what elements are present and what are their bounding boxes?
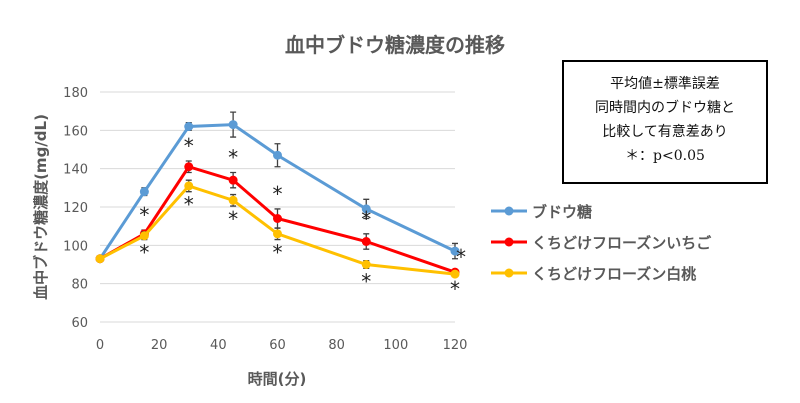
data-point bbox=[450, 269, 460, 279]
annotation-line: 比較して有意差あり bbox=[602, 124, 728, 140]
x-tick-label: 60 bbox=[269, 338, 286, 353]
data-point bbox=[184, 122, 194, 131]
data-point bbox=[139, 231, 149, 241]
data-point bbox=[228, 175, 238, 185]
legend-marker bbox=[504, 268, 514, 278]
significance-mark: * bbox=[456, 245, 466, 269]
significance-mark: * bbox=[139, 203, 149, 227]
x-tick-label: 120 bbox=[443, 338, 468, 353]
data-point bbox=[139, 187, 149, 197]
significance-mark: * bbox=[184, 193, 194, 217]
y-tick-label: 180 bbox=[63, 86, 88, 101]
significance-mark: * bbox=[228, 207, 238, 231]
series-0 bbox=[95, 111, 460, 264]
annotation-line: ＊：p<0.05 bbox=[625, 148, 705, 164]
legend-item: くちどけフローズンいちご bbox=[491, 234, 712, 252]
significance-mark: * bbox=[273, 182, 283, 206]
legend-label: ブドウ糖 bbox=[532, 203, 592, 221]
data-point bbox=[228, 120, 238, 130]
y-tick-label: 160 bbox=[63, 124, 88, 139]
annotation-box: 平均値±標準誤差 同時間内のブドウ糖と 比較して有意差あり ＊：p<0.05 bbox=[562, 60, 768, 184]
y-axis-label: 血中ブドウ糖濃度(mg/dL) bbox=[32, 114, 50, 300]
chart-title: 血中ブドウ糖濃度の推移 bbox=[285, 33, 505, 57]
annotation-line: 同時間内のブドウ糖と bbox=[595, 100, 735, 116]
series-2 bbox=[95, 179, 460, 279]
legend-marker bbox=[504, 206, 514, 216]
annotation-line: 平均値±標準誤差 bbox=[610, 76, 720, 92]
y-tick-label: 120 bbox=[63, 201, 88, 216]
significance-mark: * bbox=[361, 269, 371, 293]
x-tick-label: 100 bbox=[383, 338, 408, 353]
data-point bbox=[273, 229, 282, 239]
y-tick-label: 100 bbox=[63, 239, 88, 254]
legend-label: くちどけフローズン白桃 bbox=[532, 265, 696, 283]
legend-item: くちどけフローズン白桃 bbox=[491, 265, 696, 283]
x-axis-label: 時間(分) bbox=[248, 370, 307, 388]
data-point bbox=[361, 237, 371, 246]
x-tick-label: 80 bbox=[328, 338, 345, 353]
data-point bbox=[184, 181, 194, 191]
x-tick-label: 40 bbox=[210, 338, 227, 353]
data-point bbox=[273, 150, 282, 160]
legend-marker bbox=[504, 237, 514, 247]
significance-mark: * bbox=[228, 146, 238, 170]
y-tick-label: 60 bbox=[71, 316, 88, 331]
data-point bbox=[95, 254, 105, 264]
significance-mark: * bbox=[273, 241, 283, 265]
data-point bbox=[450, 246, 460, 256]
significance-mark: * bbox=[361, 207, 371, 231]
data-point bbox=[184, 162, 194, 172]
data-point bbox=[361, 204, 371, 214]
significance-mark: * bbox=[139, 241, 149, 265]
x-tick-label: 0 bbox=[96, 338, 104, 353]
significance-mark: * bbox=[184, 134, 194, 158]
data-point bbox=[228, 195, 238, 205]
data-point bbox=[273, 214, 282, 223]
legend-item: ブドウ糖 bbox=[491, 203, 592, 221]
legend-label: くちどけフローズンいちご bbox=[532, 234, 712, 252]
y-tick-label: 140 bbox=[63, 163, 88, 178]
data-point bbox=[361, 260, 371, 269]
y-tick-label: 80 bbox=[71, 278, 88, 293]
x-tick-label: 20 bbox=[151, 338, 168, 353]
significance-mark: * bbox=[450, 277, 460, 301]
